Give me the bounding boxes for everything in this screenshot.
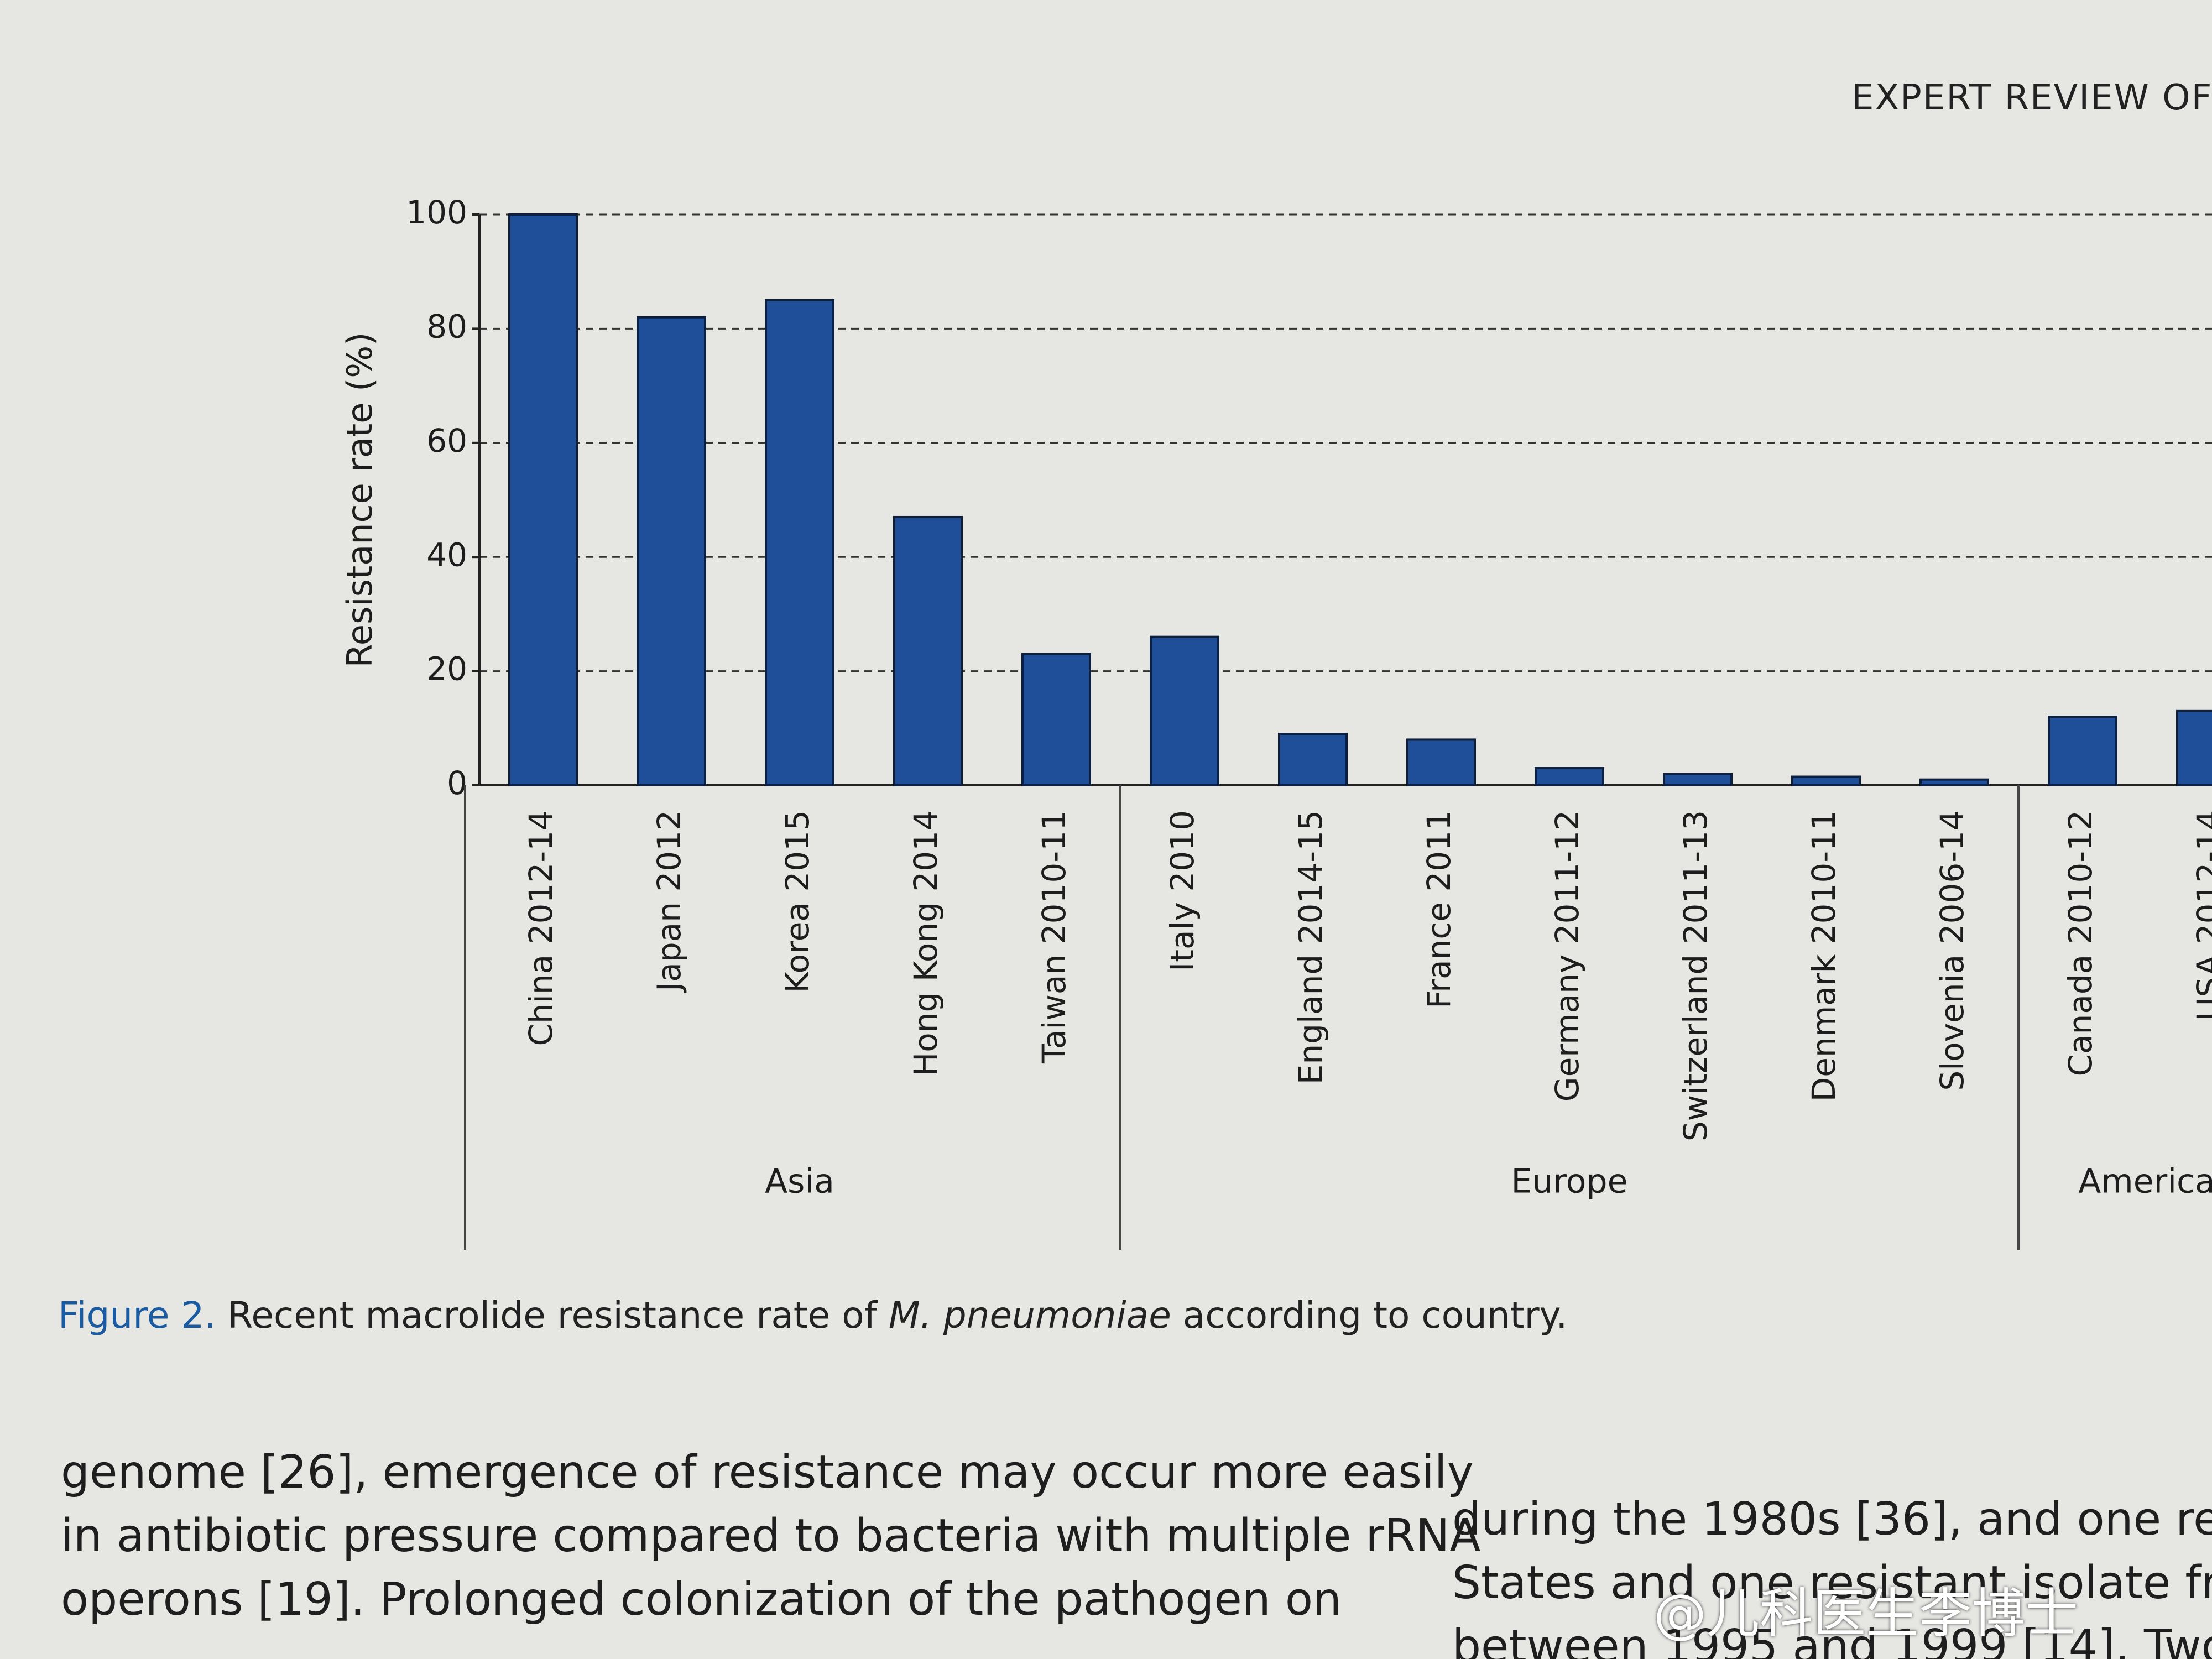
body-text-line: during the 1980s [36], and one resis (1452, 1493, 2212, 1546)
y-tick-label: 60 (426, 422, 467, 460)
bar (1663, 773, 1733, 786)
group-label: Europe (1511, 1162, 1628, 1201)
bar (1021, 653, 1091, 787)
bar (2176, 709, 2212, 786)
y-tick-label: 20 (426, 650, 467, 688)
group-label: Asia (765, 1162, 834, 1201)
x-tick-label: Hong Kong 2014 (907, 810, 945, 1076)
bar (1406, 738, 1476, 786)
running-header: EXPERT REVIEW OF (1851, 77, 2212, 118)
body-text-line: operons [19]. Prolonged colonization of … (61, 1573, 1342, 1626)
x-tick-label: Canada 2010-12 (2062, 810, 2099, 1076)
y-tick-label: 0 (447, 764, 467, 802)
bar (1278, 733, 1348, 786)
x-tick-label: Denmark 2010-11 (1805, 810, 1843, 1102)
bar (508, 213, 578, 786)
y-tick-label: 100 (406, 194, 467, 231)
x-tick-label: China 2012-14 (522, 810, 560, 1046)
bar (765, 299, 834, 786)
x-tick-label: Korea 2015 (779, 810, 816, 993)
y-tick-label: 40 (426, 536, 467, 573)
chart: Resistance rate (%) 0 20 40 60 80 100 China 20… (340, 194, 2212, 1250)
x-tick-label: Switzerland 2011-13 (1677, 810, 1714, 1141)
y-axis-label: Resistance rate (%) (340, 332, 380, 668)
caption-species: M. pneumoniae (888, 1294, 1171, 1337)
body-text-line: between 1995 and 1999 [14]. Two (1452, 1620, 2212, 1659)
bar (1791, 775, 1861, 787)
body-text-line: States and one resistant isolate fr (1452, 1557, 2212, 1609)
watermark: @儿科医生李博士 (1653, 1583, 2078, 1645)
y-tick-label: 80 (426, 308, 467, 346)
caption-text: according to country. (1182, 1294, 1568, 1337)
body-text-line: in antibiotic pressure compared to bacte… (61, 1510, 1481, 1562)
caption-text: Recent macrolide resistance rate of (227, 1294, 877, 1337)
bar (893, 515, 963, 787)
x-tick-label: England 2014-15 (1292, 810, 1329, 1084)
x-tick-label: Taiwan 2010-11 (1035, 810, 1073, 1064)
x-tick-label: Germany 2011-12 (1548, 810, 1586, 1102)
figure-caption: Figure 2. Recent macrolide resistance ra… (58, 1294, 1567, 1337)
x-tick-label: France 2011 (1420, 810, 1458, 1009)
x-tick-label: Italy 2010 (1164, 810, 1201, 972)
bar (2048, 716, 2117, 787)
bar (1919, 778, 1989, 787)
x-tick-label: Japan 2012 (650, 810, 688, 993)
group-label: America (2078, 1162, 2212, 1201)
body-text-line: genome [26], emergence of resistance may… (61, 1446, 1474, 1499)
x-tick-label: USA 2012-14 (2190, 810, 2212, 1021)
figure-number: Figure 2. (58, 1294, 216, 1337)
bar (1150, 635, 1219, 787)
bar (1535, 767, 1604, 787)
x-tick-label: Slovenia 2006-14 (1933, 810, 1971, 1091)
bar (637, 316, 706, 786)
